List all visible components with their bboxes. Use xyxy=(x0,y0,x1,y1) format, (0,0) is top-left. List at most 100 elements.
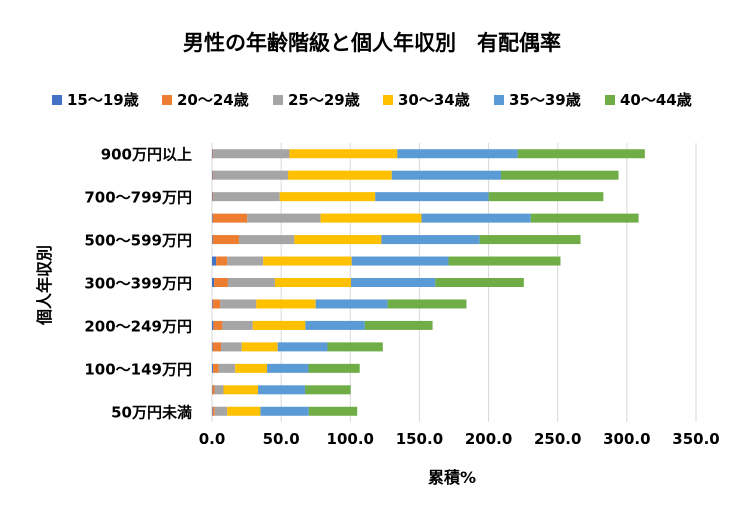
bar-segment xyxy=(223,385,259,395)
bar-segment xyxy=(289,149,398,159)
y-tick-label: 100～149万円 xyxy=(84,360,192,378)
bar-segment xyxy=(212,320,214,330)
bar-segment xyxy=(212,149,214,159)
bar-segment xyxy=(218,363,236,373)
bar-group xyxy=(212,277,524,288)
y-tick-label: 300～399万円 xyxy=(84,275,192,293)
bar-group xyxy=(212,170,619,180)
bar-segment xyxy=(212,192,214,202)
legend-label: 40～44歳 xyxy=(620,91,692,109)
x-tick-label: 50.0 xyxy=(263,430,300,448)
bar-segment xyxy=(212,299,221,309)
bar-segment xyxy=(212,363,214,373)
bar-segment xyxy=(517,149,645,159)
bar-segment xyxy=(227,406,261,416)
bar-segment xyxy=(227,277,275,288)
legend-swatch xyxy=(494,95,504,105)
bar-segment xyxy=(212,406,215,416)
legend-label: 20～24歳 xyxy=(177,91,249,109)
bar-segment xyxy=(213,363,219,373)
bar-group xyxy=(212,320,433,330)
bar-segment xyxy=(391,170,502,180)
bar-segment xyxy=(222,320,253,330)
legend-label: 35～39歳 xyxy=(509,91,581,109)
bar-segment xyxy=(381,235,480,245)
legend-swatch xyxy=(162,95,172,105)
bar-group xyxy=(212,213,639,223)
bar-segment xyxy=(421,213,531,223)
bar-segment xyxy=(305,385,351,395)
bar-group xyxy=(212,406,358,416)
legend-swatch xyxy=(383,95,393,105)
x-tick-label: 150.0 xyxy=(396,430,443,448)
bar-segment xyxy=(364,320,433,330)
bar-group xyxy=(212,299,467,309)
bar-segment xyxy=(212,213,248,223)
bar-segment xyxy=(305,320,365,330)
legend-item: 40～44歳 xyxy=(605,91,692,109)
bar-segment xyxy=(263,256,352,266)
y-axis-labels: 50万円未満 100～149万円 200～249万円 300～399万円 500～599… xyxy=(84,146,192,422)
bar-segment xyxy=(488,192,604,202)
legend-label: 25～29歳 xyxy=(288,91,360,109)
legend-item: 15～19歳 xyxy=(52,91,139,109)
bar-segment xyxy=(212,299,213,309)
bar-segment xyxy=(235,363,268,373)
bar-segment xyxy=(212,406,213,416)
legend-swatch xyxy=(273,95,283,105)
bar-segment xyxy=(212,342,221,352)
legend-item: 35～39歳 xyxy=(494,91,581,109)
bar-segment xyxy=(315,299,388,309)
bar-segment xyxy=(288,170,392,180)
bar-segment xyxy=(213,192,280,202)
x-tick-label: 0.0 xyxy=(199,430,226,448)
bar-segment xyxy=(213,149,290,159)
x-tick-label: 250.0 xyxy=(534,430,581,448)
x-tick-label: 100.0 xyxy=(327,430,374,448)
y-tick-label: 50万円未満 xyxy=(111,403,192,421)
bar-group xyxy=(212,256,561,266)
bar-segment xyxy=(213,320,223,330)
bar-segment xyxy=(277,342,328,352)
bar-segment xyxy=(212,170,214,180)
bar-segment xyxy=(212,149,213,159)
bar-segment xyxy=(216,256,228,266)
bar-segment xyxy=(294,235,382,245)
bars xyxy=(212,149,645,416)
bar-segment xyxy=(227,256,264,266)
bar-segment xyxy=(274,277,351,288)
bar-segment xyxy=(212,213,213,223)
bar-segment xyxy=(351,256,449,266)
bar-group xyxy=(212,235,581,245)
bar-segment xyxy=(238,235,295,245)
bar-segment xyxy=(247,213,321,223)
legend-item: 25～29歳 xyxy=(273,91,360,109)
bar-segment xyxy=(213,170,289,180)
bar-segment xyxy=(214,406,228,416)
bar-segment xyxy=(241,342,278,352)
bar-segment xyxy=(256,299,316,309)
bar-segment xyxy=(214,277,228,288)
bar-group xyxy=(212,149,645,159)
bar-segment xyxy=(267,363,309,373)
y-axis-title: 個人年収別 xyxy=(35,245,54,326)
bar-segment xyxy=(308,363,360,373)
x-tick-label: 350.0 xyxy=(672,430,719,448)
legend-label: 30～34歳 xyxy=(398,91,470,109)
bar-segment xyxy=(279,192,376,202)
bar-segment xyxy=(530,213,639,223)
bar-segment xyxy=(501,170,619,180)
bar-segment xyxy=(350,277,436,288)
bar-segment xyxy=(212,342,213,352)
legend: 15～19歳 20～24歳 25～29歳 30～34歳 35～39歳 40～44歳 xyxy=(52,91,692,109)
y-tick-label: 700～799万円 xyxy=(84,189,192,207)
bar-segment xyxy=(212,170,213,180)
bar-group xyxy=(212,342,383,352)
x-axis-title: 累積% xyxy=(428,468,476,487)
bar-segment xyxy=(220,342,242,352)
bar-segment xyxy=(212,277,215,288)
bar-segment xyxy=(212,235,239,245)
bar-segment xyxy=(448,256,561,266)
